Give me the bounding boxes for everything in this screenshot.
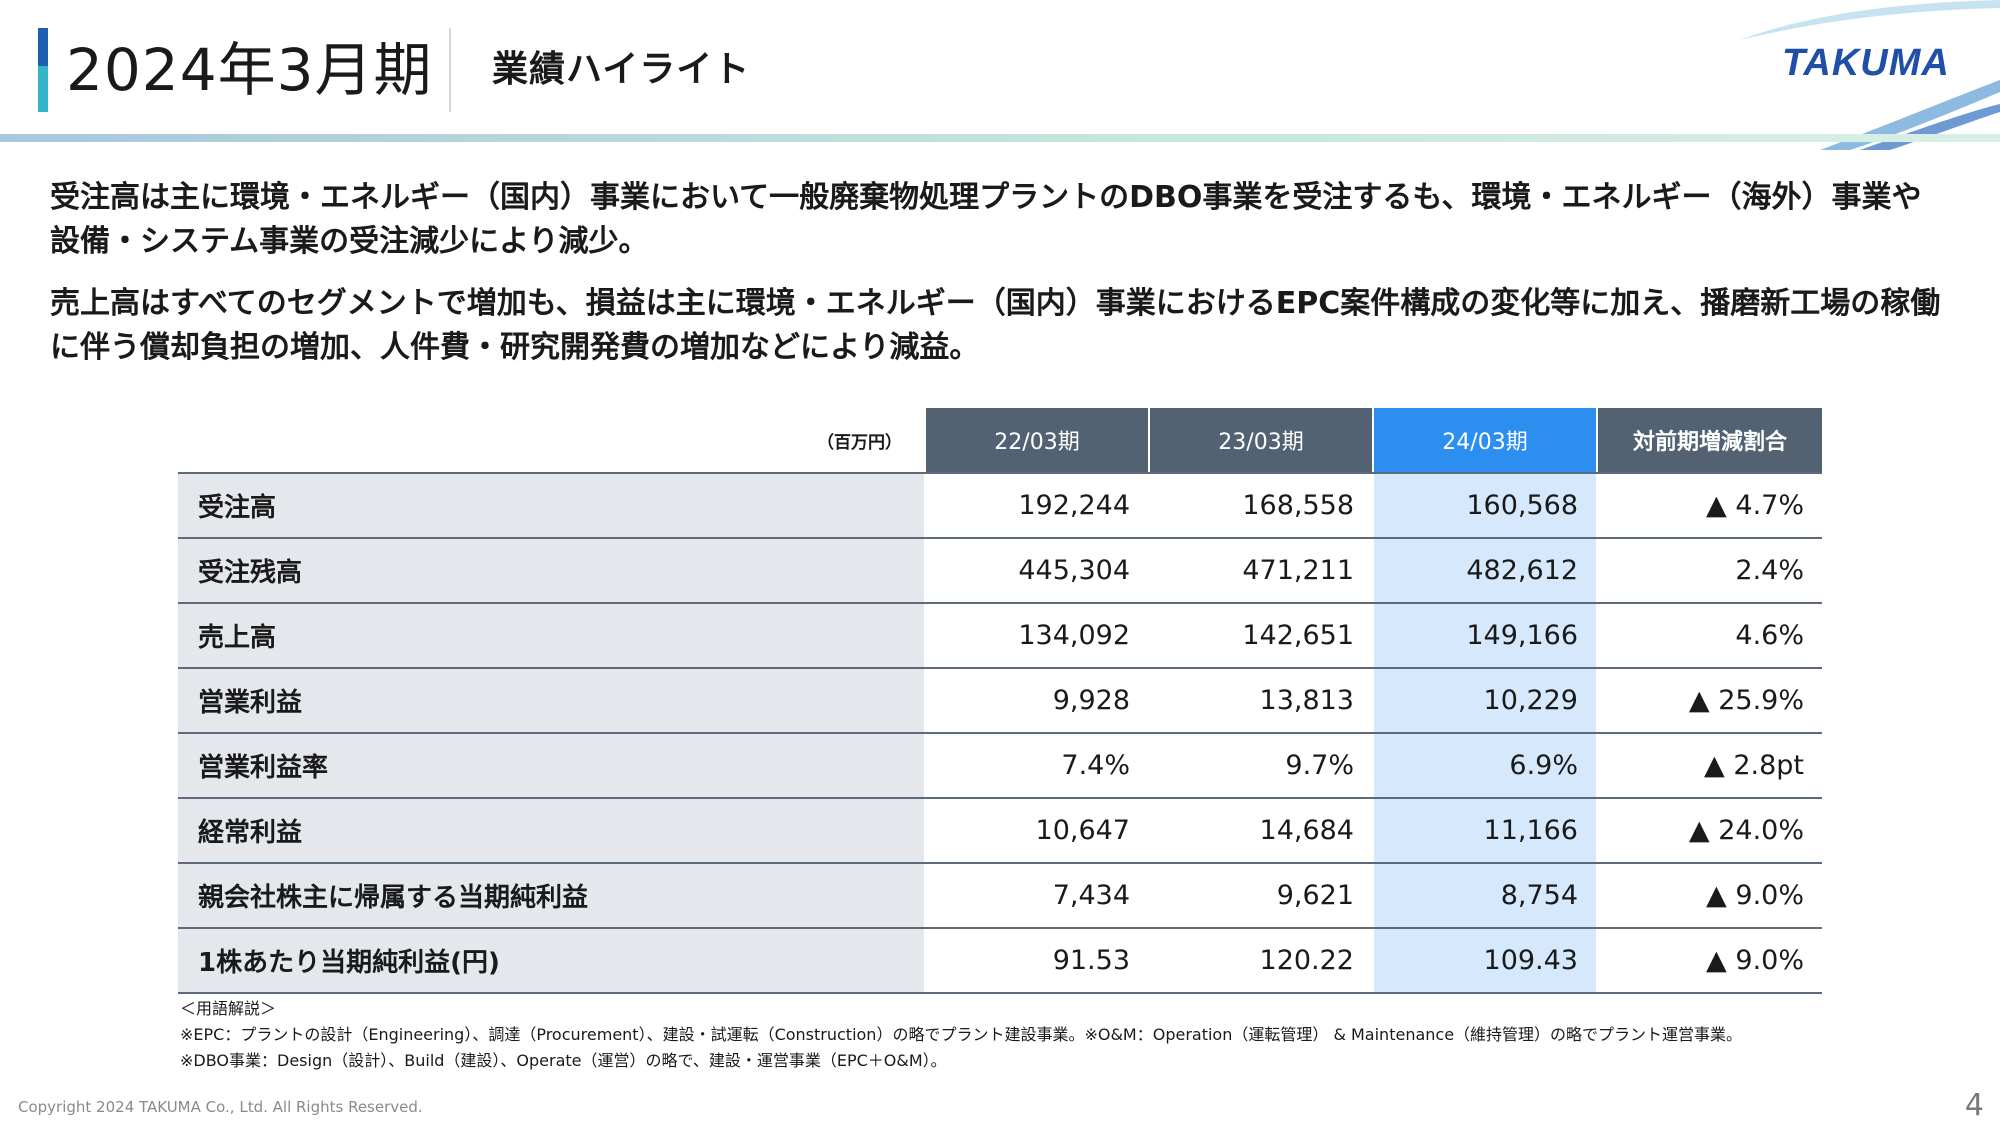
row-label: 売上高 bbox=[178, 604, 924, 667]
column-header-change: 対前期増減割合 bbox=[1598, 408, 1822, 472]
table-row: 親会社株主に帰属する当期純利益 7,434 9,621 8,754 ▲ 9.0% bbox=[178, 864, 1822, 929]
table-header-row: （百万円） 22/03期 23/03期 24/03期 対前期増減割合 bbox=[178, 408, 1822, 472]
cell-fy2023: 9.7% bbox=[1150, 734, 1372, 797]
cell-fy2023: 142,651 bbox=[1150, 604, 1372, 667]
cell-fy2023: 13,813 bbox=[1150, 669, 1372, 732]
cell-fy2022: 7.4% bbox=[926, 734, 1148, 797]
highlights-table: （百万円） 22/03期 23/03期 24/03期 対前期増減割合 受注高 1… bbox=[178, 408, 1822, 994]
title-accent-bar bbox=[38, 28, 48, 112]
cell-fy2022: 134,092 bbox=[926, 604, 1148, 667]
table-row: 経常利益 10,647 14,684 11,166 ▲ 24.0% bbox=[178, 799, 1822, 864]
row-label: 親会社株主に帰属する当期純利益 bbox=[178, 864, 924, 927]
page-title: 2024年3月期 bbox=[66, 36, 433, 104]
table-body: 受注高 192,244 168,558 160,568 ▲ 4.7% 受注残高 … bbox=[178, 472, 1822, 994]
row-label: 経常利益 bbox=[178, 799, 924, 862]
cell-fy2022: 7,434 bbox=[926, 864, 1148, 927]
cell-change: ▲ 25.9% bbox=[1598, 669, 1822, 732]
unit-label: （百万円） bbox=[817, 432, 902, 453]
table-row: 受注高 192,244 168,558 160,568 ▲ 4.7% bbox=[178, 474, 1822, 539]
cell-fy2024: 482,612 bbox=[1374, 539, 1596, 602]
table-row: 売上高 134,092 142,651 149,166 4.6% bbox=[178, 604, 1822, 669]
column-header-fy2024: 24/03期 bbox=[1374, 408, 1596, 472]
cell-fy2024: 160,568 bbox=[1374, 474, 1596, 537]
copyright-text: Copyright 2024 TAKUMA Co., Ltd. All Righ… bbox=[18, 1098, 423, 1116]
cell-fy2022: 9,928 bbox=[926, 669, 1148, 732]
row-label: 受注残高 bbox=[178, 539, 924, 602]
row-label: 営業利益率 bbox=[178, 734, 924, 797]
cell-fy2022: 445,304 bbox=[926, 539, 1148, 602]
cell-change: ▲ 9.0% bbox=[1598, 929, 1822, 992]
cell-change: ▲ 9.0% bbox=[1598, 864, 1822, 927]
table-row: 営業利益 9,928 13,813 10,229 ▲ 25.9% bbox=[178, 669, 1822, 734]
cell-fy2022: 91.53 bbox=[926, 929, 1148, 992]
cell-fy2023: 471,211 bbox=[1150, 539, 1372, 602]
cell-fy2023: 9,621 bbox=[1150, 864, 1372, 927]
cell-change: ▲ 24.0% bbox=[1598, 799, 1822, 862]
cell-fy2023: 168,558 bbox=[1150, 474, 1372, 537]
page-number: 4 bbox=[1964, 1088, 1984, 1123]
cell-fy2022: 192,244 bbox=[926, 474, 1148, 537]
row-label: 受注高 bbox=[178, 474, 924, 537]
cell-fy2024: 11,166 bbox=[1374, 799, 1596, 862]
cell-fy2024: 109.43 bbox=[1374, 929, 1596, 992]
row-label: 営業利益 bbox=[178, 669, 924, 732]
glossary-notes: ＜用語解説＞ ※EPC：プラントの設計（Engineering）、調達（Proc… bbox=[180, 996, 1880, 1074]
cell-fy2024: 10,229 bbox=[1374, 669, 1596, 732]
cell-fy2024: 8,754 bbox=[1374, 864, 1596, 927]
cell-change: ▲ 4.7% bbox=[1598, 474, 1822, 537]
section-title: 業績ハイライト bbox=[492, 49, 751, 90]
table-row: 営業利益率 7.4% 9.7% 6.9% ▲ 2.8pt bbox=[178, 734, 1822, 799]
column-header-fy2022: 22/03期 bbox=[926, 408, 1148, 472]
glossary-epc-om: ※EPC：プラントの設計（Engineering）、調達（Procurement… bbox=[180, 1025, 1743, 1044]
summary-orders: 受注高は主に環境・エネルギー（国内）事業において一般廃棄物処理プラントのDBO事… bbox=[50, 180, 1922, 259]
cell-fy2024: 6.9% bbox=[1374, 734, 1596, 797]
cell-fy2023: 120.22 bbox=[1150, 929, 1372, 992]
summary-sales-profit: 売上高はすべてのセグメントで増加も、損益は主に環境・エネルギー（国内）事業におけ… bbox=[50, 286, 1941, 365]
row-label: 1株あたり当期純利益(円) bbox=[178, 929, 924, 992]
cell-change: ▲ 2.8pt bbox=[1598, 734, 1822, 797]
column-header-fy2023: 23/03期 bbox=[1150, 408, 1372, 472]
title-divider bbox=[449, 28, 451, 112]
table-row: 受注残高 445,304 471,211 482,612 2.4% bbox=[178, 539, 1822, 604]
cell-fy2022: 10,647 bbox=[926, 799, 1148, 862]
company-logo: TAKUMA bbox=[1782, 42, 1950, 84]
cell-change: 4.6% bbox=[1598, 604, 1822, 667]
cell-fy2023: 14,684 bbox=[1150, 799, 1372, 862]
cell-change: 2.4% bbox=[1598, 539, 1822, 602]
glossary-dbo: ※DBO事業：Design（設計）、Build（建設）、Operate（運営）の… bbox=[180, 1051, 947, 1070]
glossary-heading: ＜用語解説＞ bbox=[180, 999, 277, 1018]
table-row: 1株あたり当期純利益(円) 91.53 120.22 109.43 ▲ 9.0% bbox=[178, 929, 1822, 994]
header-band bbox=[0, 134, 2000, 142]
cell-fy2024: 149,166 bbox=[1374, 604, 1596, 667]
